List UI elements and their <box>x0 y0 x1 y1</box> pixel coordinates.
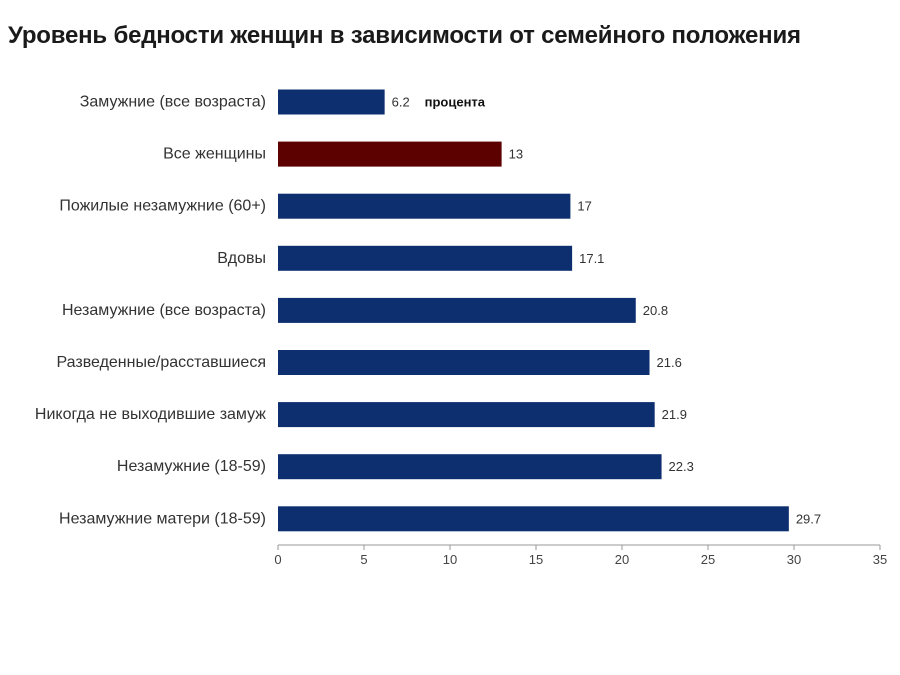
category-label: Вдовы <box>217 250 266 267</box>
bar <box>278 141 502 167</box>
data-label: 17 <box>577 199 591 214</box>
x-tick-label: 0 <box>274 552 281 567</box>
x-tick-label: 10 <box>443 552 457 567</box>
data-label: 20.8 <box>643 303 668 318</box>
bar <box>278 89 385 115</box>
category-label: Незамужние матери (18-59) <box>59 510 266 527</box>
category-label: Замужние (все возраста) <box>80 94 266 111</box>
category-label: Незамужние (18-59) <box>117 458 266 475</box>
x-tick-label: 20 <box>615 552 629 567</box>
data-label: 6.2 <box>392 95 410 110</box>
x-axis: 0 5 10 15 20 25 30 35 <box>274 544 887 567</box>
category-label: Разведенные/расставшиеся <box>57 354 267 371</box>
data-label: 17.1 <box>579 251 604 266</box>
category-label: Незамужние (все возраста) <box>62 302 266 319</box>
category-label: Никогда не выходившие замуж <box>35 406 266 423</box>
category-label: Все женщины <box>163 146 266 163</box>
bar <box>278 297 636 323</box>
x-tick-label: 35 <box>873 552 887 567</box>
bar <box>278 350 650 375</box>
bars: Замужние (все возраста) 6.2 процента Все же… <box>35 89 821 532</box>
data-label: 29.7 <box>796 511 821 526</box>
bar <box>278 402 655 428</box>
bar <box>278 245 573 271</box>
x-tick-label: 25 <box>701 552 715 567</box>
data-label: 13 <box>509 147 523 162</box>
x-tick-label: 5 <box>360 552 367 567</box>
bar <box>278 506 789 532</box>
bar <box>278 454 662 480</box>
chart-title: Уровень бедности женщин в зависимости от… <box>8 22 801 49</box>
bar <box>278 193 571 219</box>
data-label: 21.6 <box>657 355 682 370</box>
data-label: 22.3 <box>669 459 694 474</box>
x-tick-label: 15 <box>529 552 543 567</box>
category-label: Пожилые незамужние (60+) <box>59 198 266 215</box>
unit-label: процента <box>425 95 486 110</box>
x-tick-label: 30 <box>787 552 801 567</box>
data-label: 21.9 <box>662 407 687 422</box>
